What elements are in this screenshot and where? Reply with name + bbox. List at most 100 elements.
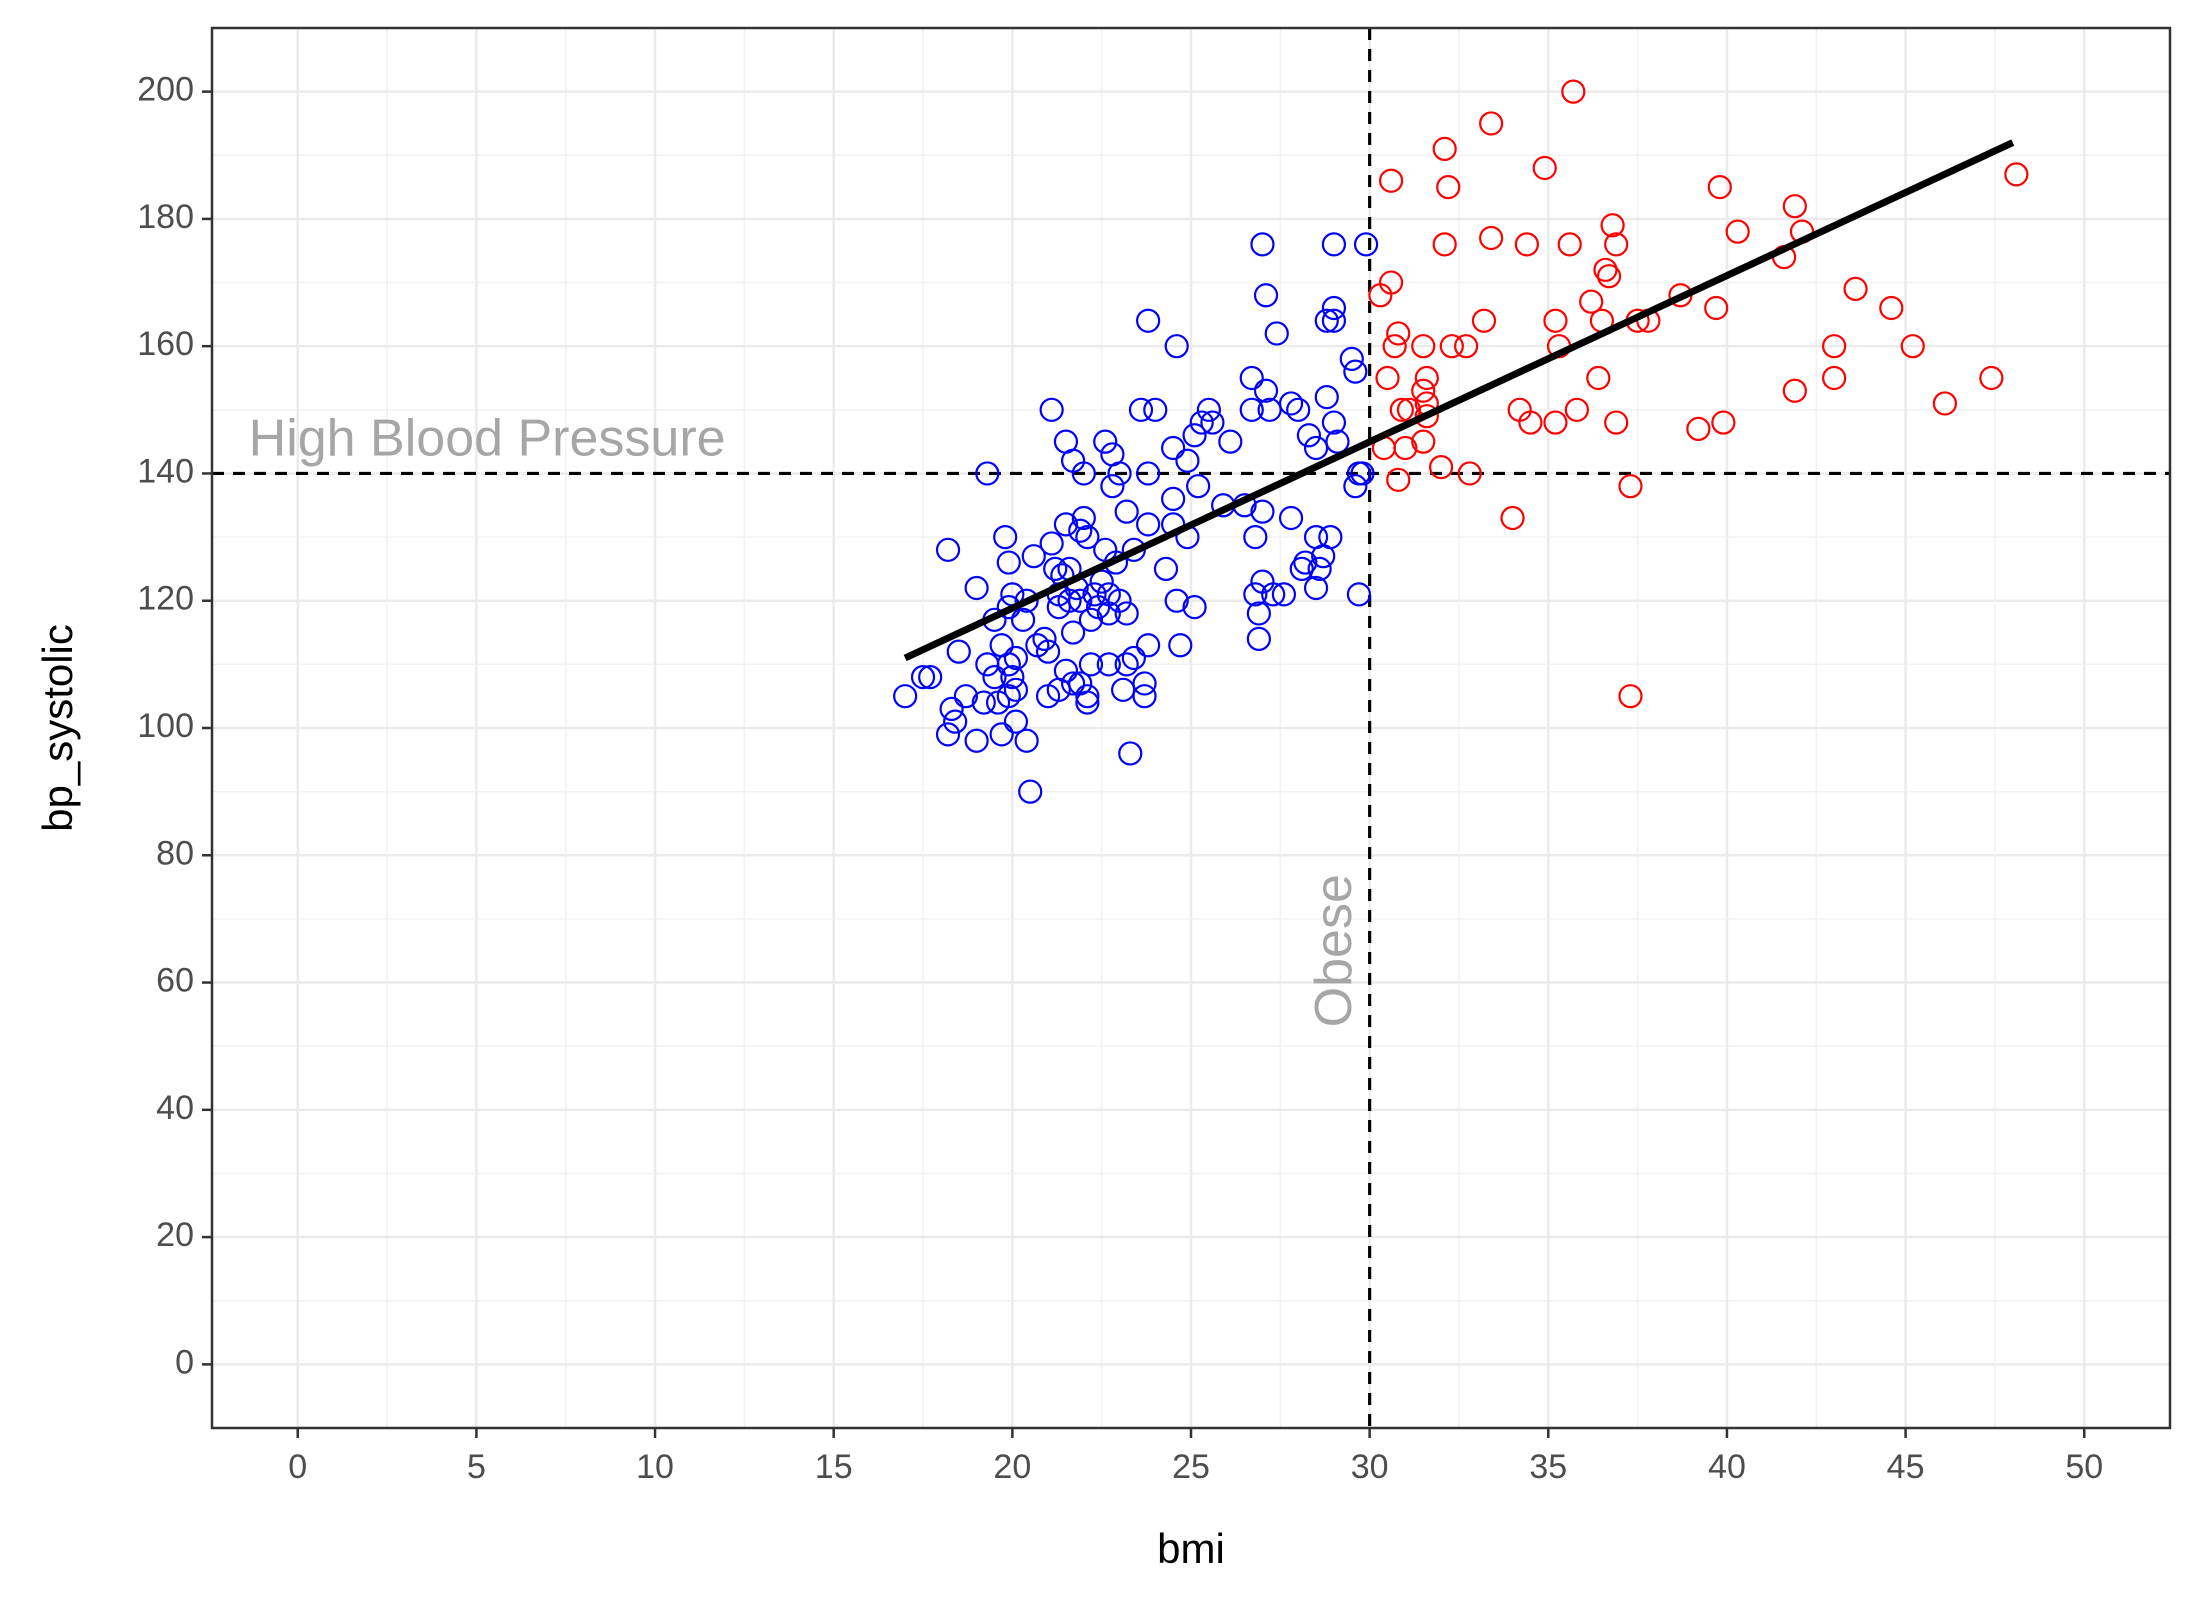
- data-point: [1604, 410, 1629, 435]
- data-point: [1378, 168, 1404, 193]
- data-point: [1075, 524, 1100, 550]
- y-tick-label: 200: [137, 71, 194, 109]
- data-point: [964, 728, 989, 753]
- x-tick-label: 15: [815, 1448, 853, 1486]
- data-point: [1686, 416, 1711, 442]
- data-point: [935, 537, 961, 562]
- data-point: [1822, 365, 1847, 391]
- data-point: [1014, 588, 1039, 613]
- data-point: [1618, 684, 1643, 709]
- data-point: [1564, 397, 1589, 422]
- data-point: [1164, 334, 1189, 359]
- data-point: [1561, 79, 1586, 104]
- data-point: [1900, 334, 1925, 359]
- data-point: [1039, 531, 1064, 556]
- y-tick-label: 20: [156, 1216, 194, 1254]
- x-tick-label: 30: [1351, 1448, 1389, 1486]
- data-point: [982, 664, 1007, 690]
- y-tick-label: 100: [137, 707, 194, 745]
- data-point: [1128, 397, 1154, 422]
- data-point: [1593, 257, 1618, 282]
- data-point: [989, 722, 1014, 747]
- data-point: [1307, 556, 1332, 582]
- data-point: [1378, 270, 1404, 295]
- data-point: [1518, 410, 1543, 435]
- x-tick-label: 50: [2065, 1448, 2103, 1486]
- data-point: [1114, 499, 1139, 524]
- y-tick-label: 80: [156, 834, 194, 872]
- data-point: [1429, 454, 1454, 480]
- data-point: [1411, 378, 1436, 403]
- data-point: [1100, 474, 1125, 499]
- data-point: [1321, 295, 1347, 321]
- data-point: [1932, 391, 1958, 416]
- data-point: [993, 524, 1018, 550]
- data-point: [1114, 652, 1139, 677]
- data-point: [1343, 474, 1368, 499]
- data-point: [1479, 225, 1504, 251]
- data-point: [1321, 232, 1347, 257]
- data-point: [1725, 219, 1750, 244]
- data-point: [1579, 289, 1604, 314]
- data-point: [1514, 232, 1539, 257]
- data-point: [1003, 677, 1029, 702]
- y-axis-title: bp_systolic: [34, 624, 81, 832]
- data-point: [1132, 671, 1157, 696]
- data-point: [1414, 404, 1439, 429]
- data-point: [1278, 391, 1304, 416]
- data-point: [1411, 429, 1436, 454]
- data-point: [1346, 582, 1372, 607]
- data-point: [1389, 397, 1414, 422]
- x-tick-label: 20: [993, 1448, 1031, 1486]
- data-point: [1039, 397, 1064, 422]
- data-point: [1375, 365, 1400, 391]
- x-tick-label: 35: [1529, 1448, 1567, 1486]
- data-point: [1014, 728, 1039, 753]
- data-point: [1200, 410, 1225, 435]
- data-point: [971, 690, 996, 715]
- y-tick-label: 160: [137, 325, 194, 363]
- data-point: [1271, 582, 1296, 607]
- data-point: [1057, 588, 1082, 613]
- data-point: [1075, 690, 1100, 715]
- data-point: [1164, 588, 1189, 613]
- data-point: [1318, 524, 1343, 550]
- data-point: [1386, 321, 1411, 346]
- data-point: [1096, 652, 1121, 677]
- data-point: [1060, 671, 1086, 696]
- data-point: [1189, 410, 1214, 435]
- data-point: [1414, 365, 1439, 391]
- x-tick-label: 40: [1708, 1448, 1746, 1486]
- high-blood-pressure-label: High Blood Pressure: [249, 409, 726, 467]
- data-point: [1089, 569, 1114, 594]
- data-point: [1439, 334, 1464, 359]
- data-point: [1078, 607, 1104, 632]
- data-point: [996, 550, 1021, 575]
- data-point: [1261, 582, 1286, 607]
- x-tick-label: 10: [636, 1448, 674, 1486]
- data-point: [1286, 397, 1311, 422]
- data-point: [1822, 334, 1847, 359]
- data-point: [1321, 410, 1347, 435]
- y-tick-label: 0: [175, 1343, 194, 1381]
- data-point: [1032, 626, 1057, 652]
- data-point: [1586, 365, 1611, 391]
- data-point: [1118, 741, 1143, 766]
- data-point: [964, 575, 989, 601]
- data-point: [1243, 582, 1268, 607]
- data-point: [1350, 461, 1375, 486]
- data-point: [1386, 467, 1411, 492]
- data-point: [1289, 556, 1314, 582]
- data-point: [1879, 295, 1904, 321]
- data-point: [1000, 664, 1025, 690]
- data-point: [1107, 461, 1132, 486]
- data-point: [1432, 232, 1457, 257]
- data-point: [1264, 321, 1289, 346]
- data-point: [1278, 505, 1304, 531]
- data-point: [1082, 582, 1107, 607]
- data-point: [1253, 283, 1279, 308]
- data-point: [1532, 155, 1557, 181]
- data-point: [1353, 232, 1379, 257]
- data-point: [996, 684, 1021, 709]
- data-point: [1053, 658, 1079, 683]
